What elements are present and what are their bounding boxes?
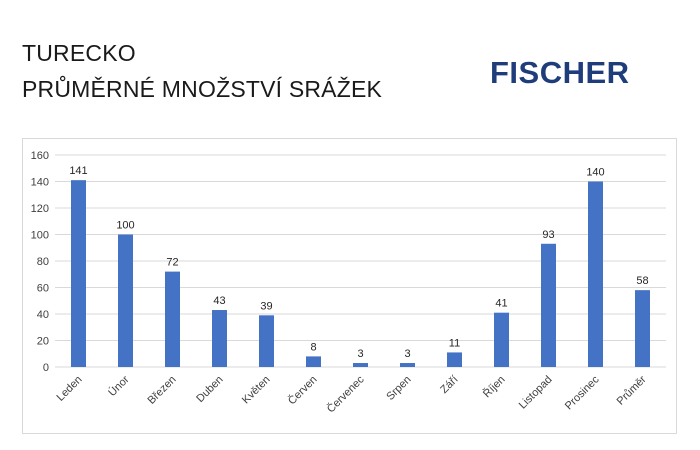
y-tick-label: 120	[31, 203, 49, 215]
x-tick-label: Prosinec	[563, 373, 602, 412]
data-label: 141	[69, 165, 87, 177]
data-label: 93	[542, 229, 554, 241]
chart-frame: 0 20 40 60 80 100 120 140 160 141 Leden 100 Únor 72 Bř…	[22, 138, 677, 434]
x-tick-label: Listopad	[517, 374, 555, 412]
data-label: 11	[449, 337, 460, 349]
y-tick-label: 80	[37, 256, 49, 268]
data-label: 8	[310, 341, 316, 353]
bar	[541, 243, 556, 367]
y-tick-label: 20	[37, 336, 49, 348]
bar	[71, 180, 86, 367]
x-tick-label: Srpen	[384, 374, 413, 403]
data-label: 140	[586, 167, 604, 179]
bar	[306, 356, 321, 367]
chart-title-subtitle: PRŮMĚRNÉ MNOŽSTVÍ SRÁŽEK	[22, 76, 383, 102]
data-label: 3	[404, 348, 410, 360]
x-tick-label: Říjen	[480, 373, 507, 400]
bar	[165, 271, 180, 367]
y-tick-label: 60	[37, 283, 49, 295]
y-tick-label: 100	[31, 230, 49, 242]
data-label: 41	[495, 298, 507, 310]
x-tick-label: Září	[438, 374, 460, 396]
x-tick-label: Průměr	[615, 373, 649, 407]
bar	[588, 181, 603, 367]
bar	[212, 310, 227, 367]
bar	[259, 315, 274, 367]
bar-chart: 0 20 40 60 80 100 120 140 160 141 Leden 100 Únor 72 Bř…	[31, 150, 666, 416]
x-tick-label: Únor	[106, 373, 132, 399]
x-tick-label: Červenec	[324, 373, 367, 416]
x-tick-label: Leden	[55, 374, 85, 404]
bar	[635, 290, 650, 367]
x-tick-label: Duben	[194, 374, 225, 405]
data-label: 100	[116, 220, 134, 232]
y-tick-label: 0	[43, 362, 49, 374]
chart-title-country: TURECKO	[22, 40, 136, 66]
x-tick-label: Červen	[285, 373, 319, 407]
y-tick-label: 160	[31, 150, 49, 162]
bar	[400, 363, 415, 367]
bar	[353, 363, 368, 367]
data-label: 3	[357, 348, 363, 360]
y-tick-label: 40	[37, 309, 49, 321]
y-tick-label: 140	[31, 177, 49, 189]
bar	[447, 352, 462, 367]
bar	[494, 312, 509, 367]
data-label: 43	[213, 295, 225, 307]
data-label: 39	[260, 300, 272, 312]
data-label: 58	[636, 275, 648, 287]
bar	[118, 234, 133, 367]
fischer-logo: FISCHER	[490, 55, 630, 90]
x-tick-label: Květen	[240, 374, 273, 407]
x-tick-label: Březen	[145, 374, 178, 407]
data-label: 72	[166, 257, 178, 269]
